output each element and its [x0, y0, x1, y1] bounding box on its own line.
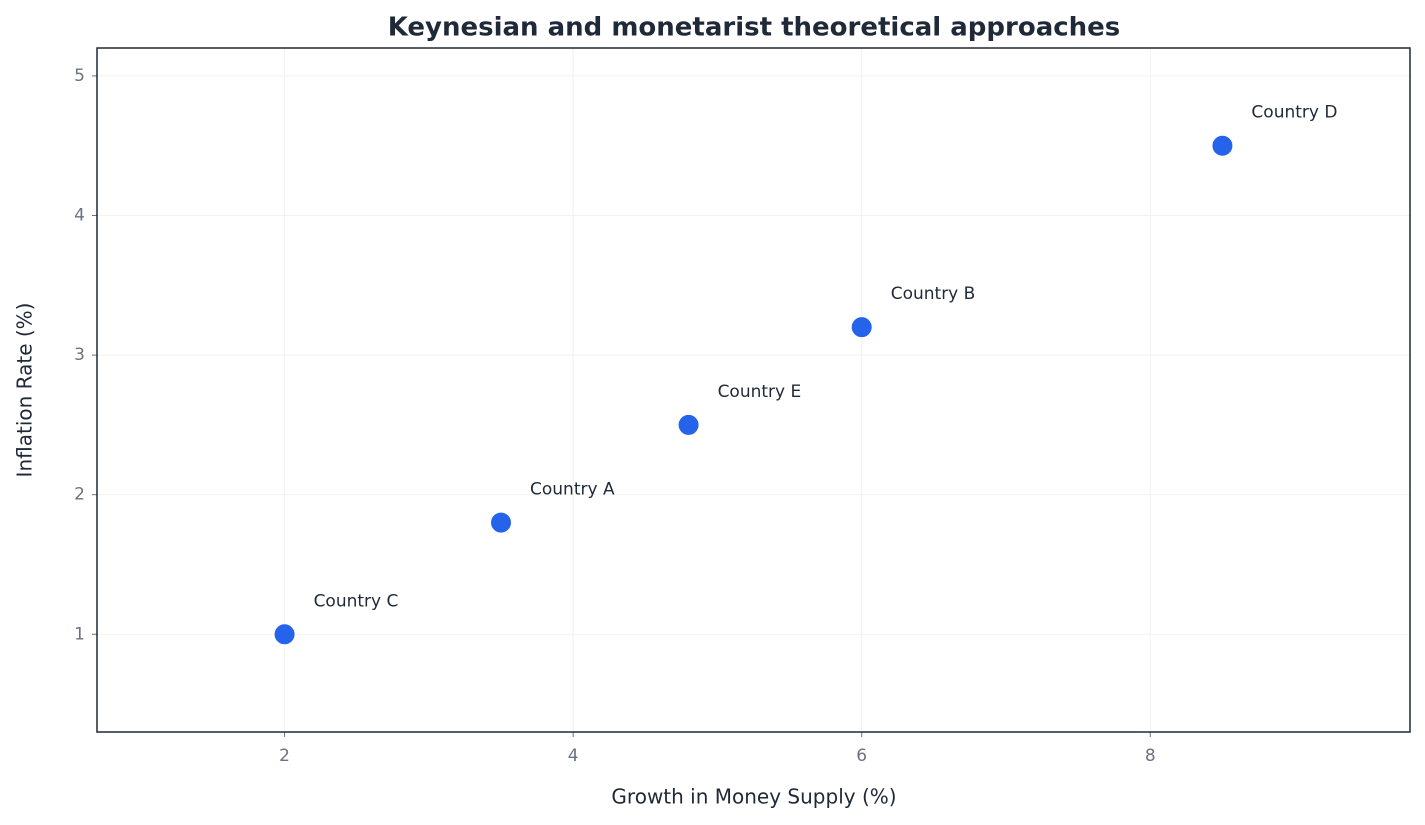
x-tick-label: 8: [1145, 746, 1156, 766]
point: [1211, 134, 1234, 157]
y-tick-label: 5: [74, 66, 85, 86]
point-label: Country E: [718, 382, 802, 402]
x-tick-label: 2: [279, 746, 290, 766]
point-label: Country C: [314, 591, 399, 611]
chart-title: Keynesian and monetarist theoretical app…: [388, 13, 1121, 43]
x-tick-label: 6: [856, 746, 867, 766]
point: [850, 316, 873, 339]
plot-frame: [96, 47, 1411, 733]
x-tick-label: 4: [568, 746, 579, 766]
point: [490, 511, 512, 534]
y-tick-label: 2: [74, 485, 85, 505]
y-tick-label: 4: [74, 206, 85, 226]
y-axis-label: Inflation Rate (%): [13, 303, 37, 478]
point: [677, 413, 700, 436]
point-label: Country A: [530, 480, 615, 500]
y-tick-label: 1: [74, 624, 85, 644]
point-label: Country B: [891, 284, 976, 304]
y-tick-label: 3: [74, 345, 85, 365]
point: [273, 623, 296, 646]
point-label: Country D: [1251, 103, 1337, 123]
x-axis-label: Growth in Money Supply (%): [611, 785, 896, 809]
